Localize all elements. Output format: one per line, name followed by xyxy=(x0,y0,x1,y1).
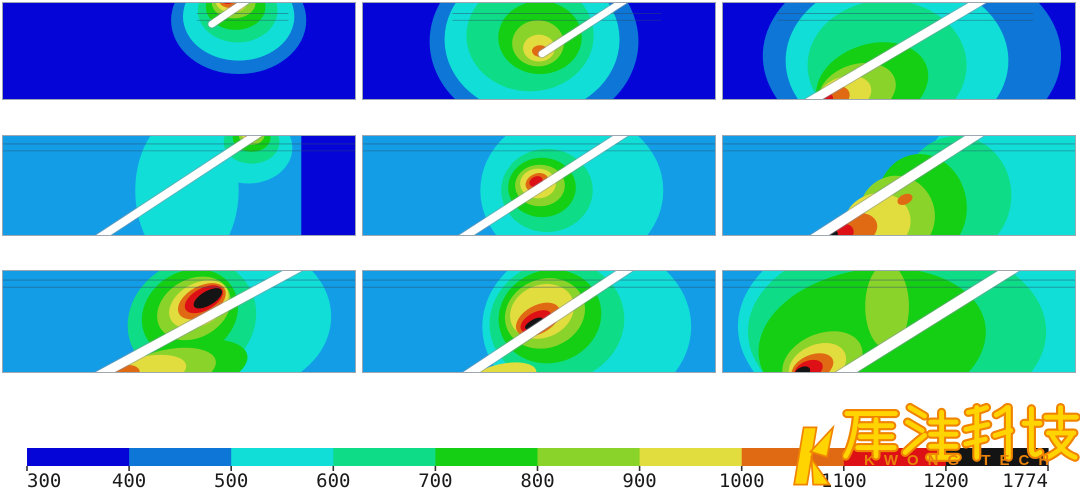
isotherm-blob xyxy=(758,271,986,372)
colorbar-segment-400-500 xyxy=(129,448,232,466)
contour-plot xyxy=(363,3,715,99)
contour-panel-r2c2 xyxy=(362,135,716,236)
colorbar-tick-label: 300 xyxy=(27,470,61,492)
contour-plot xyxy=(723,136,1075,235)
colorbar-tick-label: 1000 xyxy=(719,470,765,492)
weld-track-streak xyxy=(538,3,627,58)
colorbar-segment-1100-1200 xyxy=(843,448,947,466)
contour-plot xyxy=(363,136,715,235)
contour-panel-r2c1 xyxy=(2,135,356,236)
colorbar-segment-1000-1100 xyxy=(741,448,845,466)
contour-panel-r3c3 xyxy=(722,270,1076,373)
weld-track-streak xyxy=(810,136,984,235)
isotherm-blob xyxy=(865,271,909,349)
isotherm-blob xyxy=(193,288,223,309)
weld-track-streak xyxy=(805,3,986,99)
contour-panel-r1c2 xyxy=(362,2,716,100)
isotherm-blob xyxy=(897,193,913,205)
colorbar-segment-500-600 xyxy=(231,448,334,466)
isotherm-blob xyxy=(223,3,232,4)
isotherm-blob xyxy=(794,366,811,372)
weld-track-streak xyxy=(463,271,633,372)
temperature-colorbar: 300 400 500 600 700 800 900 1000 1100 1200 1774 xyxy=(0,430,1080,496)
contour-plot xyxy=(723,3,1075,99)
colorbar-tick-label: 700 xyxy=(418,470,452,492)
weld-track-streak xyxy=(836,271,1019,372)
contour-panel-r2c3 xyxy=(722,135,1076,236)
weld-track-streak xyxy=(208,3,250,28)
colorbar-segment-900-1000 xyxy=(639,448,743,466)
contour-plot xyxy=(723,271,1075,372)
colorbar-segment-700-800 xyxy=(435,448,539,466)
contour-panel-r3c1 xyxy=(2,270,356,373)
contour-plot xyxy=(3,3,355,99)
colorbar-tick-label: 800 xyxy=(520,470,554,492)
contour-panel-r3c2 xyxy=(362,270,716,373)
contour-panel-r1c3 xyxy=(722,2,1076,100)
isotherm-blob xyxy=(468,362,537,372)
contour-plot xyxy=(363,271,715,372)
colorbar-tick-label: 1100 xyxy=(821,470,867,492)
colorbar-tick-label: 400 xyxy=(112,470,146,492)
colorbar-segment-1200-1774 xyxy=(945,448,1049,466)
colorbar-segment-600-700 xyxy=(333,448,436,466)
contour-plot xyxy=(3,136,355,235)
colorbar-tick-label: 900 xyxy=(622,470,656,492)
colorbar-tick-label: 600 xyxy=(316,470,350,492)
colorbar-segment-800-900 xyxy=(537,448,641,466)
weld-track-streak xyxy=(95,271,302,372)
colorbar-tick-label: 500 xyxy=(214,470,248,492)
colorbar-svg: 300 400 500 600 700 800 900 1000 1100 1200 1774 xyxy=(26,448,1049,492)
colorbar-tick-label: 1200 xyxy=(923,470,969,492)
colorbar-tick-label: 1774 xyxy=(1002,470,1048,492)
contour-plot xyxy=(3,271,355,372)
weld-track-streak xyxy=(459,136,628,235)
colorbar-segment-300-400 xyxy=(27,448,130,466)
weld-track-streak xyxy=(96,136,262,235)
watermark-chinese-label: 库维科技 xyxy=(758,398,759,399)
contour-panel-r1c1 xyxy=(2,2,356,100)
isotherm-blob xyxy=(525,317,544,330)
